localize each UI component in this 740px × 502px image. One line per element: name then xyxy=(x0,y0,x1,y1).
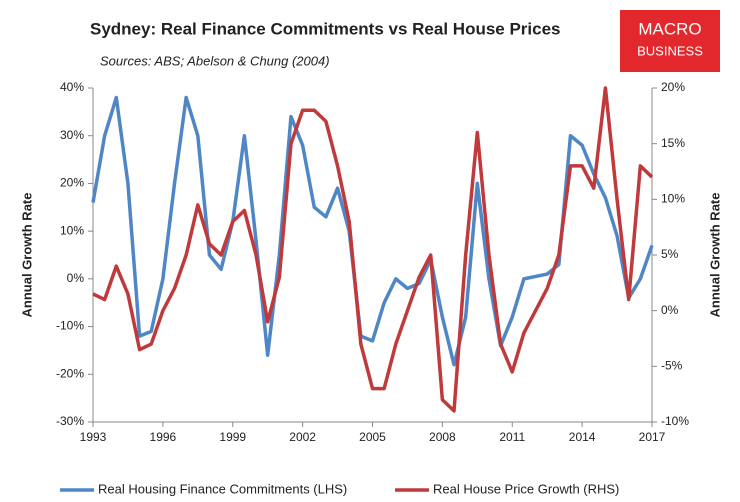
x-tick-label: 1996 xyxy=(150,430,177,444)
series-line xyxy=(91,95,654,367)
y2-tick-label: -5% xyxy=(661,359,683,373)
x-tick-label: 2002 xyxy=(289,430,316,444)
y-axis-label: Annual Growth Rate xyxy=(19,193,34,318)
y2-tick-label: 10% xyxy=(661,192,685,206)
y-tick-label: 40% xyxy=(60,80,84,94)
legend-label: Real Housing Finance Commitments (LHS) xyxy=(98,481,347,496)
y2-tick-label: 15% xyxy=(661,136,685,150)
y2-tick-label: 5% xyxy=(661,247,679,261)
chart-subtitle: Sources: ABS; Abelson & Chung (2004) xyxy=(100,53,330,68)
series-line xyxy=(92,86,654,413)
y2-tick-label: 20% xyxy=(661,80,685,94)
y-tick-label: 30% xyxy=(60,128,84,142)
logo-box xyxy=(620,10,720,72)
y-tick-label: -10% xyxy=(56,319,84,333)
chart-title: Sydney: Real Finance Commitments vs Real… xyxy=(90,19,561,38)
y2-tick-label: -10% xyxy=(661,414,689,428)
y-tick-label: 20% xyxy=(60,176,84,190)
x-tick-label: 1999 xyxy=(219,430,246,444)
x-tick-label: 2011 xyxy=(499,430,525,444)
y-tick-label: -20% xyxy=(56,366,84,380)
x-tick-label: 2008 xyxy=(429,430,456,444)
x-tick-label: 2014 xyxy=(569,430,596,444)
y-tick-label: 0% xyxy=(67,271,85,285)
y2-axis-label: Annual Growth Rate xyxy=(707,193,722,318)
logo-text: BUSINESS xyxy=(637,43,703,58)
x-tick-label: 1993 xyxy=(80,430,107,444)
y-tick-label: 10% xyxy=(60,223,84,237)
y2-tick-label: 0% xyxy=(661,303,679,317)
logo-text: MACRO xyxy=(638,19,701,38)
y-tick-label: -30% xyxy=(56,414,84,428)
x-tick-label: 2005 xyxy=(359,430,386,444)
x-tick-label: 2017 xyxy=(639,430,666,444)
legend-label: Real House Price Growth (RHS) xyxy=(433,481,619,496)
